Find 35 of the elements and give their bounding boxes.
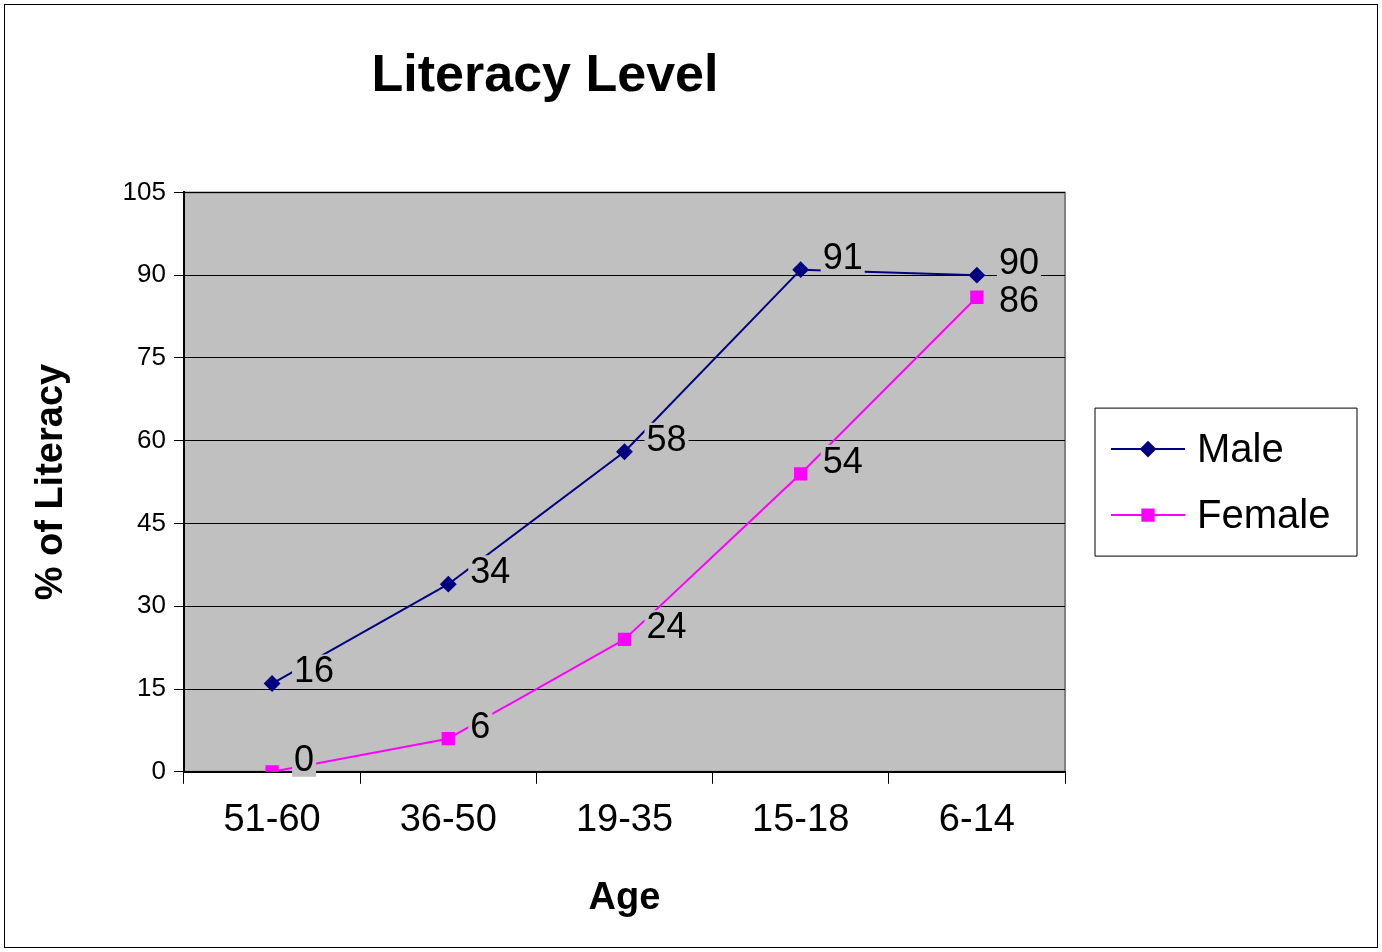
legend-label: Male <box>1197 426 1284 471</box>
y-tick-label: 60 <box>137 423 166 454</box>
data-label: 24 <box>646 605 687 647</box>
data-label: 16 <box>294 649 335 691</box>
legend-label: Female <box>1197 492 1331 537</box>
y-tick-label: 75 <box>137 341 166 372</box>
point <box>794 467 808 481</box>
x-tick-label: 19-35 <box>575 797 674 840</box>
point <box>441 732 455 746</box>
data-label: 6 <box>470 704 491 746</box>
y-tick-label: 0 <box>151 754 166 785</box>
x-tick-label: 6-14 <box>938 797 1015 840</box>
data-label: 91 <box>822 235 863 277</box>
point <box>792 261 809 278</box>
point <box>617 632 632 647</box>
y-tick-label: 45 <box>137 506 166 537</box>
y-axis-title: % of Literacy <box>28 363 71 601</box>
x-tick-label: 51-60 <box>223 797 321 840</box>
y-tick-label: 90 <box>137 258 166 289</box>
point <box>968 267 985 284</box>
y-tick-label: 15 <box>137 672 166 703</box>
data-label: 58 <box>646 417 687 459</box>
x-axis-title: Age <box>588 874 661 917</box>
x-tick-label: 36-50 <box>399 797 497 840</box>
point <box>616 443 633 460</box>
y-tick-label: 105 <box>122 175 166 206</box>
data-label: 34 <box>470 550 511 592</box>
x-tick-label: 15-18 <box>752 797 850 840</box>
point <box>970 290 984 304</box>
point <box>440 576 457 593</box>
data-label: 54 <box>822 439 863 481</box>
data-label: 0 <box>294 737 315 779</box>
y-tick-label: 30 <box>137 589 166 620</box>
point <box>264 675 281 692</box>
chart-title: Literacy Level <box>371 43 719 102</box>
